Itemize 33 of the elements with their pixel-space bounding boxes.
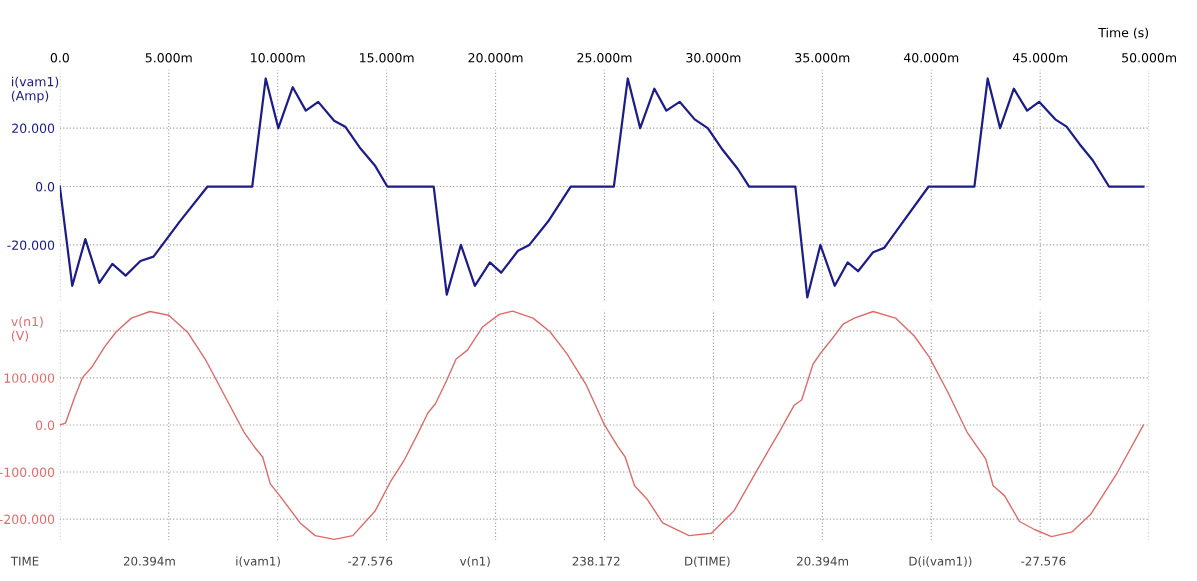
text: 20.394m xyxy=(123,556,175,566)
text: -27.576 xyxy=(1021,556,1066,566)
x-tick-label: 25.000m xyxy=(577,52,632,63)
y-tick-label: 0.0 xyxy=(35,420,55,430)
x-tick-label: 35.000m xyxy=(795,52,850,63)
text: i(vam1) xyxy=(236,556,280,568)
y-tick-label: 20.000 xyxy=(12,123,55,134)
x-tick-label: 40.000m xyxy=(903,52,959,63)
text: v(n1) xyxy=(459,556,490,568)
x-tick-label: 45.000m xyxy=(1012,52,1068,63)
x-axis-title: Time (s) xyxy=(1098,27,1149,39)
y-tick-label: -200.000 xyxy=(0,514,55,525)
y-tick-label: 100.000 xyxy=(4,373,55,383)
y-tick-label: -20.000 xyxy=(7,240,55,250)
text: TIME xyxy=(10,556,39,566)
x-tick-label: 10.000m xyxy=(251,52,305,63)
text: 238.172 xyxy=(572,556,620,566)
x-tick-label: 0.0 xyxy=(50,52,69,63)
y-axis-title: i(vam1) (Amp) xyxy=(11,76,59,103)
y-tick-label: 0.0 xyxy=(35,182,55,192)
y-tick-label: -100.000 xyxy=(0,467,55,477)
line-series xyxy=(59,77,1145,299)
line-series xyxy=(59,310,1145,541)
text: 20.394m xyxy=(797,556,848,566)
x-tick-label: 15.000m xyxy=(360,52,414,63)
x-tick-label: 50.000m xyxy=(1122,52,1177,63)
y-axis-title: v(n1) (V) xyxy=(11,316,43,342)
x-tick-label: 20.000m xyxy=(468,52,523,63)
x-tick-label: 30.000m xyxy=(686,52,741,63)
text: D(i(vam1)) xyxy=(909,556,972,568)
text: D(TIME) xyxy=(685,556,730,568)
x-tick-label: 5.000m xyxy=(145,52,192,63)
text: -27.576 xyxy=(347,556,393,566)
